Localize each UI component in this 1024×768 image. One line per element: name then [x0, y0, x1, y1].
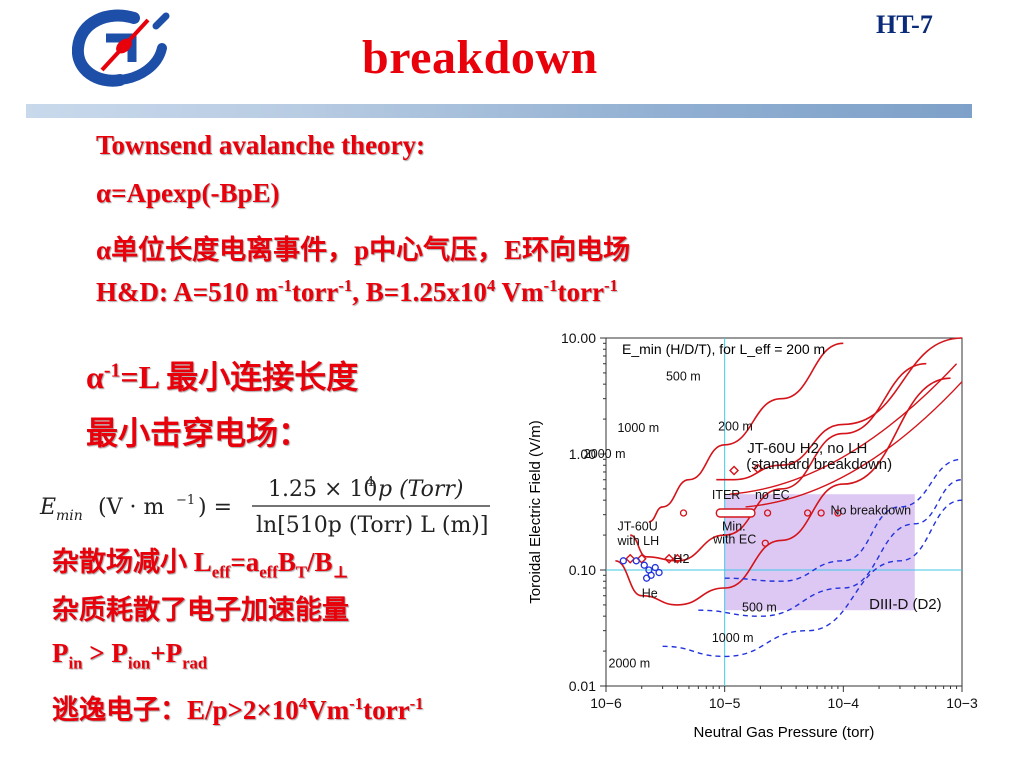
svg-text:(V · m: (V · m [98, 495, 164, 520]
svg-text:−1: −1 [176, 493, 195, 508]
chart-annotation: 200 m [718, 419, 753, 433]
he-circle-marker [632, 557, 640, 565]
series-line-1 [629, 362, 927, 562]
svg-text:p (Torr): p (Torr) [378, 477, 464, 502]
chart-annotation: JT-60U H2, no LH [747, 440, 867, 457]
townsend-heading: Townsend avalanche theory: [96, 130, 426, 160]
header-divider-bar [26, 104, 972, 118]
he-circle-marker [640, 561, 648, 569]
chart-xlabel: Neutral Gas Pressure (torr) [694, 724, 875, 741]
y-tick-label: 10.00 [561, 330, 596, 346]
svg-text:ln[510p (Torr) L (m)]: ln[510p (Torr) L (m)] [256, 513, 488, 538]
h2-diamond-marker [672, 553, 683, 564]
chart-annotation: JT-60U [618, 519, 658, 533]
chart-annotation: 500 m [742, 600, 777, 614]
min-breakdown-field-label: 最小击穿电场： [86, 415, 311, 451]
diiid-region [724, 494, 915, 611]
series-line-extra-0 [729, 363, 958, 495]
h2-diamond-marker [664, 553, 675, 564]
impurity-line: 杂质耗散了电子加速能量 [52, 595, 349, 625]
x-tick-label: 10−4 [828, 695, 860, 711]
series-line-0 [648, 342, 844, 523]
y-tick-label: 0.01 [569, 678, 596, 694]
breakdown-field-chart: 10−6 10−5 10−4 10−3 0.01 0.10 1.00 10.00 500 m 1… [527, 330, 978, 741]
chart-annotation: He [642, 586, 658, 600]
chart-annotation: 500 m [666, 370, 701, 384]
series-line-4 [724, 458, 963, 582]
x-tick-label: 10−3 [946, 695, 978, 711]
no-ec-circle-marker [763, 509, 772, 517]
he-circle-marker [619, 557, 627, 565]
svg-text:4: 4 [366, 475, 374, 490]
he-circle-marker [642, 574, 651, 582]
he-circle-marker [655, 568, 663, 577]
stray-field-line: 杂散场减小 Leff=aeffBT/B⊥ [52, 547, 349, 582]
iter-bar-marker [715, 508, 756, 518]
chart-annotation: (standard breakdown) [746, 456, 892, 473]
series-line-extra-1 [745, 381, 963, 508]
chart-annotation: Min. [722, 519, 746, 533]
chart-annotation: with EC [712, 532, 756, 546]
chart-annotation: ITER [712, 488, 740, 502]
standard-breakdown-marker [752, 463, 763, 474]
series-line-2 [615, 377, 951, 606]
h2-diamond-marker [625, 553, 636, 564]
no-ec-circle-marker [803, 509, 812, 517]
chart-annotation: 1000 m [618, 421, 660, 435]
connection-length-line: α-1=L 最小连接长度 [86, 359, 359, 395]
y-tick-label: 0.10 [569, 562, 596, 578]
no-ec-circle-marker [679, 509, 688, 517]
chart-annotation: with LH [617, 534, 660, 548]
institute-logo [72, 9, 170, 87]
svg-text:1.25 × 10: 1.25 × 10 [268, 477, 377, 502]
svg-text:E: E [39, 495, 56, 520]
x-tick-label: 10−5 [709, 695, 741, 711]
chart-ylabel: Toroidal Electric Field (V/m) [527, 420, 544, 603]
alpha-formula: α=Apexp(-BpE) [96, 178, 280, 208]
chart-annotation: 1000 m [712, 631, 754, 645]
series-line-6 [662, 499, 963, 658]
chart-annotation: DIII-D (D2) [869, 596, 942, 613]
hd-constants: H&D: A=510 m-1torr-1, B=1.25x104 Vm-1tor… [96, 276, 618, 307]
y-tick-label: 1.00 [569, 446, 596, 462]
he-circle-marker [651, 563, 659, 572]
x-tick-label: 10−6 [590, 695, 622, 711]
chart-annotation: H2 [673, 552, 689, 566]
no-ec-circle-marker [761, 539, 769, 547]
series-line-3 [716, 337, 963, 481]
runaway-electron-line: 逃逸电子：E/p>2×104Vm-1torr-1 [52, 694, 424, 725]
no-ec-circle-marker [834, 509, 842, 517]
no-ec-circle-marker [817, 509, 825, 517]
chart-annotation: No breakdown [831, 504, 912, 518]
chart-title: E_min (H/D/T), for L_eff = 200 m [622, 341, 825, 357]
svg-text:min: min [56, 508, 83, 524]
chart-annotation: no EC [755, 488, 790, 502]
slide-tag: HT-7 [876, 10, 933, 39]
power-balance-line: Pin > Pion+Prad [52, 638, 208, 673]
alpha-definition: α单位长度电离事件，p中心气压，E环向电场 [96, 235, 631, 265]
chart-annotation: 2000 m [584, 447, 626, 461]
emin-formula: E min (V · m −1 ) = 1.25 × 10 4 p (Torr)… [39, 475, 490, 538]
series-line-5 [698, 479, 963, 617]
slide-title: breakdown [362, 31, 598, 84]
chart-annotation: 2000 m [609, 656, 651, 670]
svg-text:) =: ) = [198, 495, 232, 520]
h2-diamond-marker [729, 465, 740, 476]
